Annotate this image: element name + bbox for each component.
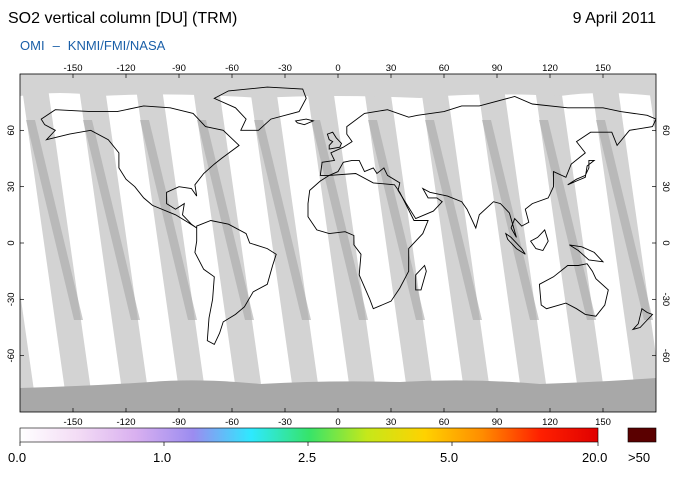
swath-overlap-strip — [197, 120, 254, 320]
lon-label-bottom: -60 — [225, 417, 239, 428]
coastline-iceland — [294, 118, 315, 126]
lat-label-left: -60 — [6, 349, 17, 363]
lat-label-left: -30 — [6, 292, 17, 306]
lon-label-bottom: 60 — [439, 417, 450, 428]
swath-overlap-strip — [425, 120, 482, 320]
polar-no-data — [20, 74, 656, 412]
coastline-africa — [307, 173, 429, 310]
lon-label-top: -120 — [116, 63, 135, 74]
source-agencies: KNMI/FMI/NASA — [67, 38, 166, 53]
swath-overlap-strip — [254, 120, 311, 320]
swath-overlap-strip — [653, 120, 656, 133]
swath-overlap-strip — [368, 120, 425, 320]
lon-label-top: 0 — [335, 63, 340, 74]
swath-overlap-strip — [83, 120, 140, 320]
lat-label-right: 0 — [660, 240, 671, 245]
colorbar — [19, 427, 599, 443]
swath-overlap-strip — [140, 120, 197, 320]
colorbar-overflow-label: >50 — [628, 450, 651, 465]
source-instrument: OMI — [20, 38, 45, 53]
colorbar-label-3: 5.0 — [440, 450, 459, 465]
coastline-australia — [538, 263, 609, 317]
antarctica — [20, 378, 656, 412]
lat-label-right: -60 — [660, 349, 671, 363]
lat-label-left: 30 — [6, 181, 17, 192]
lat-label-left: 0 — [6, 240, 17, 245]
coastline-south-america — [194, 220, 277, 346]
map-date: 9 April 2011 — [572, 10, 656, 27]
coastline-japan — [567, 159, 596, 186]
lat-label-left: 60 — [6, 125, 17, 136]
coastline-greenland — [213, 86, 307, 131]
lon-label-top: -90 — [172, 63, 186, 74]
swath-overlap-strip — [539, 120, 596, 320]
colorbar-label-2: 2.5 — [298, 450, 317, 465]
coastline-madagascar — [415, 264, 427, 291]
lon-label-bottom: -30 — [278, 417, 292, 428]
coastlines — [40, 86, 656, 346]
lon-label-bottom: 0 — [335, 417, 340, 428]
swath-overlap-strip — [311, 120, 368, 320]
no-data-swath — [20, 292, 37, 412]
lon-label-bottom: -90 — [172, 417, 186, 428]
coastline-new-zealand — [631, 307, 654, 331]
coastline-great-britain — [326, 131, 343, 150]
lon-label-top: 30 — [386, 63, 397, 74]
swath-overlap-strip — [482, 120, 539, 320]
lat-label-right: 30 — [660, 181, 671, 192]
coastline-new-guinea — [569, 244, 605, 263]
lat-label-right: -30 — [660, 292, 671, 306]
coastline-indonesia-borneo — [529, 229, 549, 252]
swath-overlap-strip — [596, 120, 653, 320]
colorbar-label-1: 1.0 — [153, 450, 172, 465]
colorbar-overflow-swatch — [627, 427, 657, 443]
lon-label-top: 90 — [492, 63, 503, 74]
lon-label-top: 150 — [595, 63, 611, 74]
colorbar-label-4: 20.0 — [582, 450, 608, 465]
lat-label-right: 60 — [660, 125, 671, 136]
lon-label-bottom: 90 — [492, 417, 503, 428]
swath-overlap-strip — [26, 120, 83, 320]
map-title: SO2 vertical column [DU] (TRM) — [8, 10, 238, 27]
data-source: OMI – KNMI/FMI/NASA — [20, 38, 165, 53]
colorbar-ticks — [19, 442, 599, 446]
lon-label-top: -60 — [225, 63, 239, 74]
source-separator: – — [52, 38, 60, 53]
lon-label-bottom: 120 — [542, 417, 558, 428]
arctic-no-data — [20, 74, 656, 98]
axis-ticks: -150 -150 -120 -120 -90 -90 -60 -60 -30 -30 0 0 30 30… — [6, 63, 671, 428]
lon-label-bottom: 30 — [386, 417, 397, 428]
coastline-eurasia — [319, 96, 656, 238]
lon-label-top: -30 — [278, 63, 292, 74]
lon-label-top: 120 — [542, 63, 558, 74]
coastline-north-america — [40, 105, 240, 229]
lon-label-bottom: 150 — [595, 417, 611, 428]
lon-label-top: -150 — [63, 63, 82, 74]
lon-label-bottom: -150 — [63, 417, 82, 428]
swath-overlap-strips — [26, 120, 656, 320]
lon-label-bottom: -120 — [116, 417, 135, 428]
lon-label-top: 60 — [439, 63, 450, 74]
colorbar-label-0: 0.0 — [8, 450, 27, 465]
coastline-indonesia-sumatra — [504, 232, 526, 255]
